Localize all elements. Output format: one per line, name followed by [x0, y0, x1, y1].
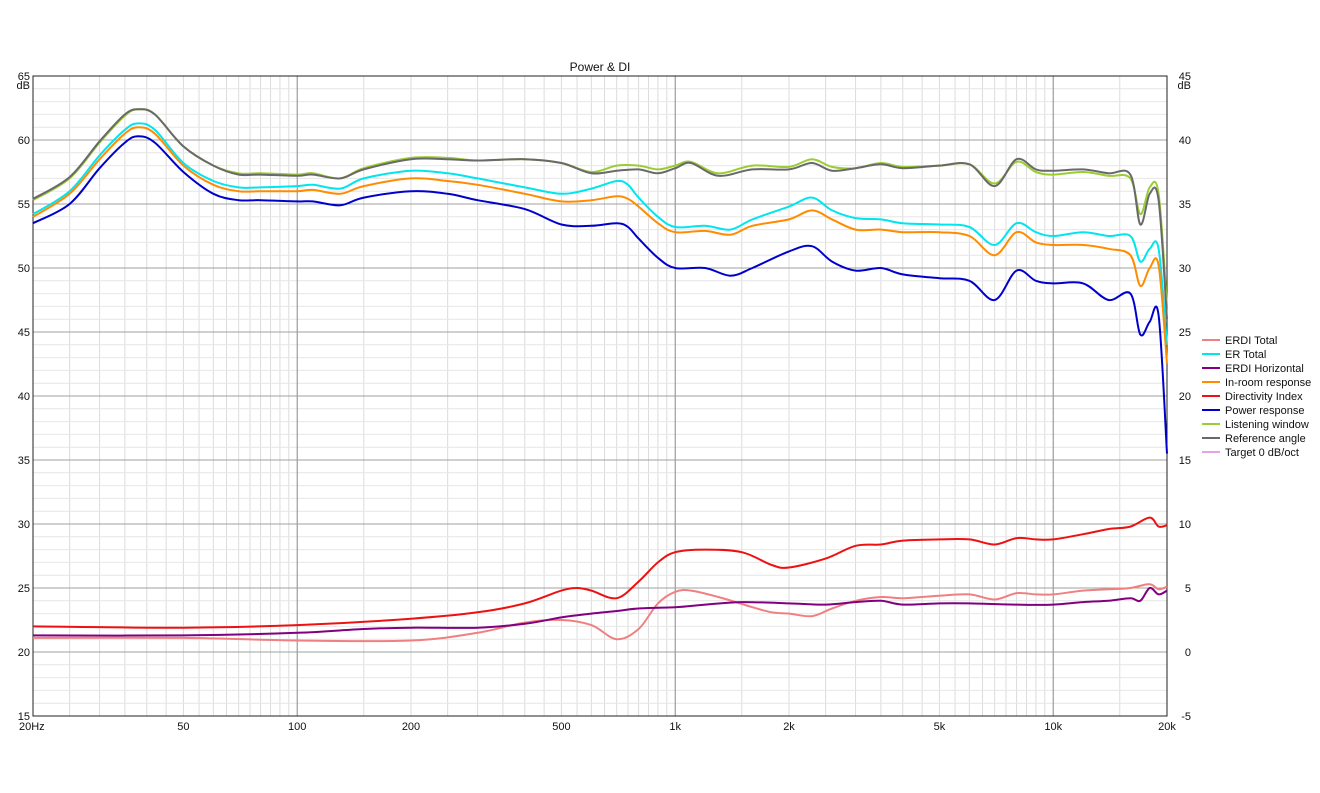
right-axis-unit: dB: [1178, 80, 1191, 92]
left-tick-label: 35: [18, 455, 30, 467]
right-tick-label: 25: [1179, 327, 1191, 339]
left-tick-label: 30: [18, 519, 30, 531]
series-line-erdi-total: [32, 583, 1168, 643]
series-line-er-total: [32, 122, 1168, 345]
x-tick-label: 50: [177, 721, 189, 733]
left-tick-label: 60: [18, 135, 30, 147]
plot-frame: [32, 75, 1168, 717]
right-tick-label: 20: [1179, 391, 1191, 403]
left-tick-label: 65: [18, 71, 30, 83]
left-tick-label: 50: [18, 263, 30, 275]
right-tick-label: 15: [1179, 455, 1191, 467]
left-tick-label: 55: [18, 199, 30, 211]
left-tick-label: 20: [18, 647, 30, 659]
series-line-in-room-response: [32, 126, 1168, 365]
legend-label-er-total: ER Total: [1225, 349, 1266, 361]
right-tick-label: 30: [1179, 263, 1191, 275]
left-axis-ticks: 65 60 55 50 45 40 35 30 25 20 15: [18, 71, 30, 723]
right-tick-label: 45: [1179, 71, 1191, 83]
legend-label-erdi-horizontal: ERDI Horizontal: [1225, 363, 1304, 375]
left-tick-label: 25: [18, 583, 30, 595]
series-line-reference-angle: [32, 108, 1168, 320]
left-tick-label: 45: [18, 327, 30, 339]
legend-label-erdi-total: ERDI Total: [1225, 335, 1277, 347]
series-line-power-response: [32, 135, 1168, 454]
left-tick-label: 15: [18, 711, 30, 723]
x-tick-label: 200: [402, 721, 420, 733]
major-grid: [33, 75, 1167, 717]
x-tick-label: 10k: [1044, 721, 1062, 733]
legend-label-reference-angle: Reference angle: [1225, 433, 1306, 445]
right-tick-label: 0: [1185, 647, 1191, 659]
x-tick-label: 500: [552, 721, 570, 733]
right-tick-label: -5: [1181, 711, 1191, 723]
legend-label-in-room-response: In-room response: [1225, 377, 1311, 389]
series-line-erdi-horizontal: [32, 586, 1168, 637]
right-tick-label: 10: [1179, 519, 1191, 531]
right-tick-label: 35: [1179, 199, 1191, 211]
series-layer: [32, 108, 1168, 643]
x-tick-label: 100: [288, 721, 306, 733]
series-line-listening-window: [32, 108, 1168, 307]
legend-label-listening-window: Listening window: [1225, 419, 1309, 431]
x-tick-label: 2k: [783, 721, 795, 733]
x-axis-ticks: 20Hz 50 100 200 500 1k 2k 5k 10k 20k: [19, 721, 1176, 733]
legend-label-directivity-index: Directivity Index: [1225, 391, 1303, 403]
x-tick-label: 20k: [1158, 721, 1176, 733]
legend: ERDI Total ER Total ERDI Horizontal In-room…: [1202, 335, 1311, 459]
x-tick-label: 5k: [934, 721, 946, 733]
right-tick-label: 5: [1185, 583, 1191, 595]
left-tick-label: 40: [18, 391, 30, 403]
series-line-directivity-index: [32, 516, 1168, 629]
legend-label-power-response: Power response: [1225, 405, 1305, 417]
x-tick-label: 1k: [669, 721, 681, 733]
right-tick-label: 40: [1179, 135, 1191, 147]
chart-title: Power & DI: [570, 60, 631, 74]
legend-label-target-0-db-oct: Target 0 dB/oct: [1225, 447, 1299, 459]
right-axis-ticks: 45 40 35 30 25 20 15 10 5 0 -5: [1179, 71, 1191, 723]
x-tick-label: 20Hz: [19, 721, 45, 733]
left-axis-unit: dB: [17, 80, 30, 92]
